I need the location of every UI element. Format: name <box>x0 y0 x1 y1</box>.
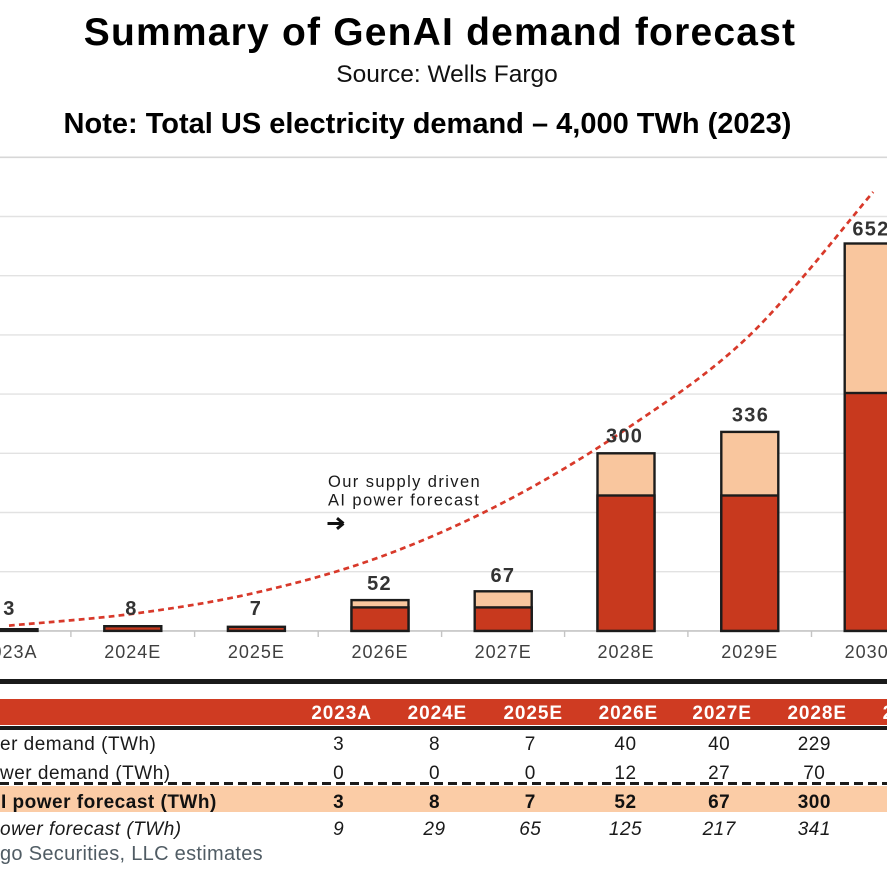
svg-text:2027E: 2027E <box>475 642 532 662</box>
svg-text:2023A: 2023A <box>0 642 38 662</box>
svg-text:2024E: 2024E <box>104 642 161 662</box>
svg-text:2029E: 2029E <box>721 642 778 662</box>
svg-text:2026E: 2026E <box>351 642 408 662</box>
svg-text:67: 67 <box>490 565 515 587</box>
svg-text:300: 300 <box>606 426 643 448</box>
svg-text:2030E: 2030E <box>845 642 887 662</box>
svg-text:AI power forecast: AI power forecast <box>328 492 480 510</box>
svg-text:336: 336 <box>732 405 769 427</box>
svg-text:652: 652 <box>852 219 887 241</box>
svg-text:52: 52 <box>367 573 392 595</box>
svg-text:7: 7 <box>250 598 262 620</box>
svg-text:3: 3 <box>3 598 15 620</box>
svg-text:8: 8 <box>125 598 137 620</box>
svg-text:Our supply driven: Our supply driven <box>328 473 481 491</box>
svg-text:2028E: 2028E <box>597 642 654 662</box>
svg-text:2025E: 2025E <box>228 642 285 662</box>
